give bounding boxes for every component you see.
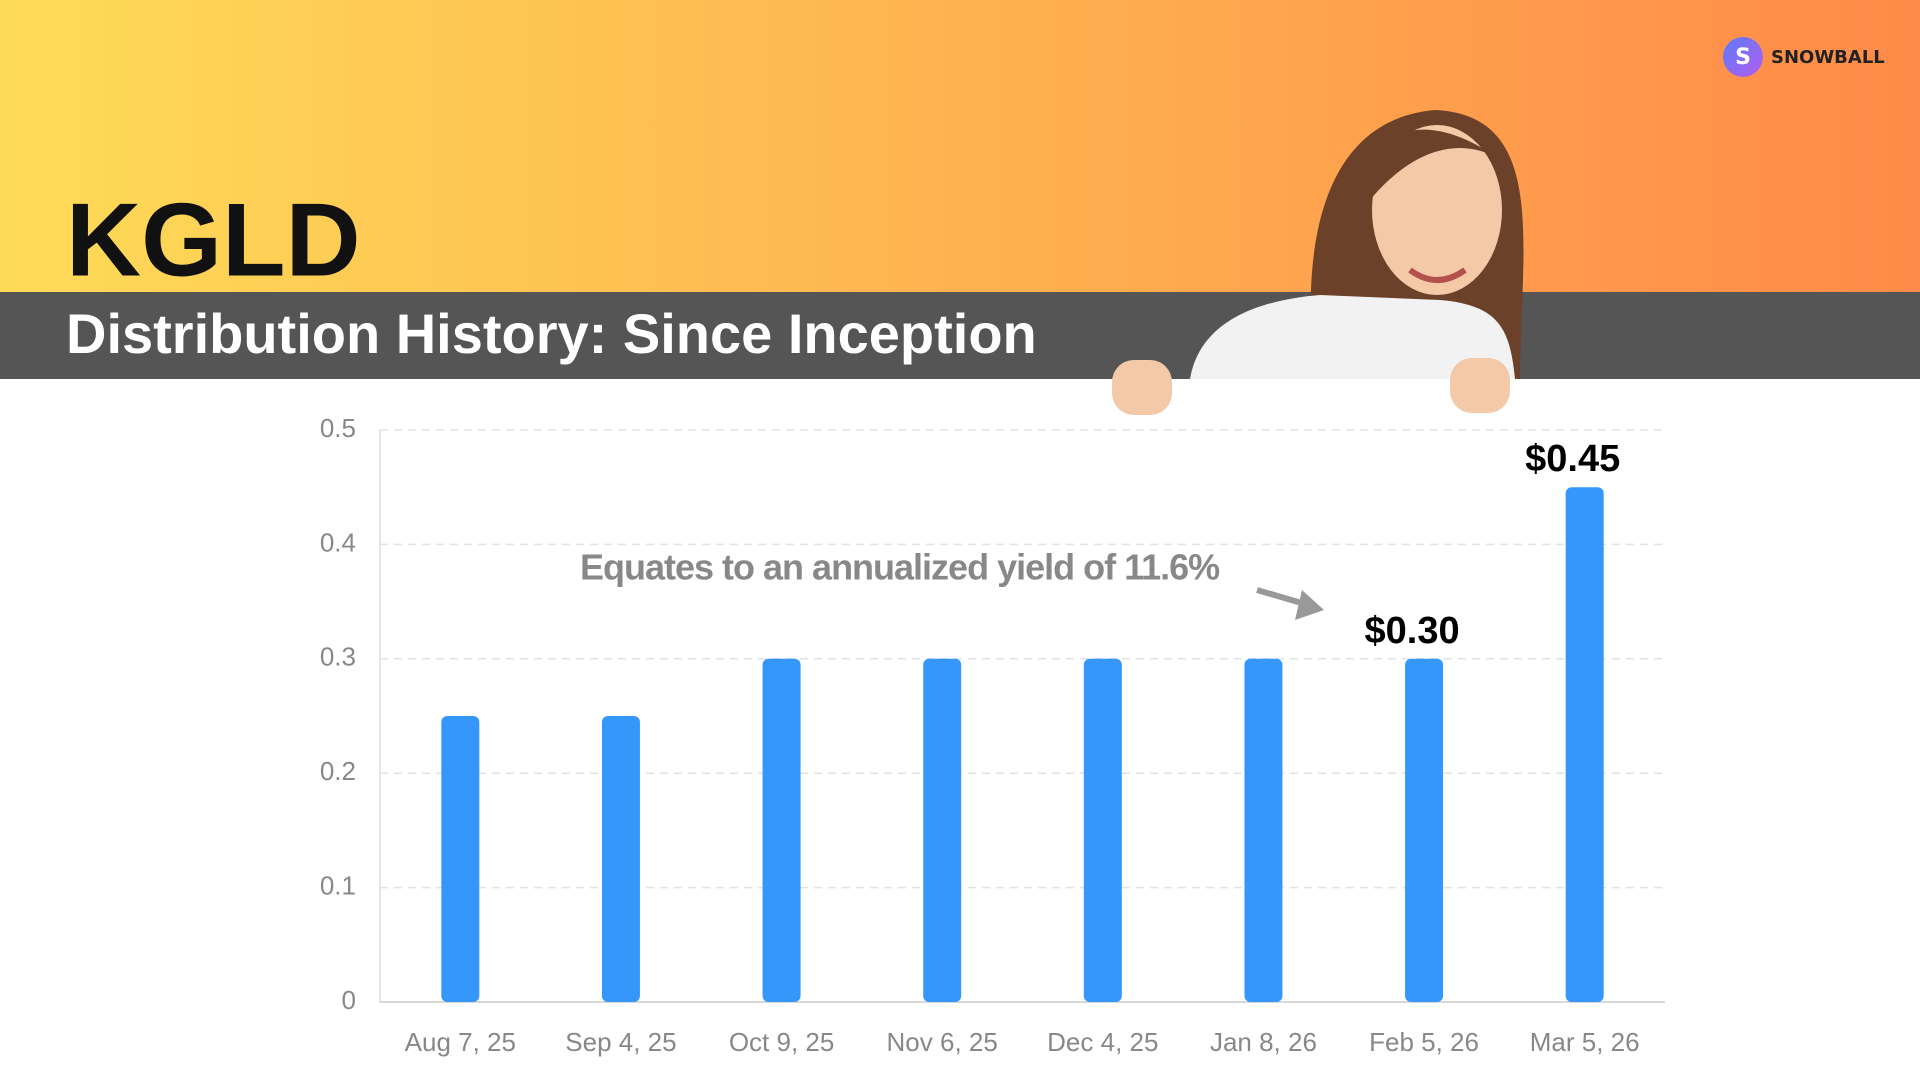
bar (601, 716, 640, 1002)
x-tick-label: Feb 5, 26 (1369, 1027, 1479, 1057)
bar (1405, 658, 1444, 1002)
logo-text: SNOWBALL (1771, 47, 1885, 68)
y-tick-label: 0 (342, 985, 356, 1015)
y-tick-label: 0.3 (320, 642, 356, 672)
x-tick-label: Nov 6, 25 (887, 1027, 998, 1057)
annotation-arrowhead (1295, 590, 1324, 620)
x-tick-label: Oct 9, 25 (729, 1027, 835, 1057)
bar (1244, 658, 1283, 1002)
bar (1565, 487, 1604, 1002)
title: KGLD (66, 182, 361, 298)
logo-icon (1723, 37, 1763, 77)
y-tick-label: 0.5 (320, 413, 356, 443)
y-tick-label: 0.4 (320, 527, 356, 557)
y-tick-label: 0.2 (320, 756, 356, 786)
x-tick-label: Sep 4, 25 (565, 1027, 676, 1057)
subtitle: Distribution History: Since Inception (66, 302, 1037, 365)
y-tick-label: 0.1 (320, 870, 356, 900)
bar (762, 658, 801, 1002)
annotation: Equates to an annualized yield of 11.6% (580, 547, 1220, 588)
subtitle-band (0, 292, 1920, 379)
person-illustration (1112, 110, 1524, 415)
bar (1083, 658, 1122, 1002)
value-label: $0.45 (1525, 438, 1620, 480)
x-tick-label: Mar 5, 26 (1530, 1027, 1640, 1057)
bar (923, 658, 962, 1002)
x-tick-label: Jan 8, 26 (1210, 1027, 1317, 1057)
bar (441, 716, 480, 1002)
x-tick-label: Aug 7, 25 (405, 1027, 516, 1057)
logo-letter: S (1735, 45, 1751, 70)
value-label: $0.30 (1365, 610, 1460, 652)
x-tick-label: Dec 4, 25 (1047, 1027, 1158, 1057)
header-bg (0, 0, 1920, 292)
